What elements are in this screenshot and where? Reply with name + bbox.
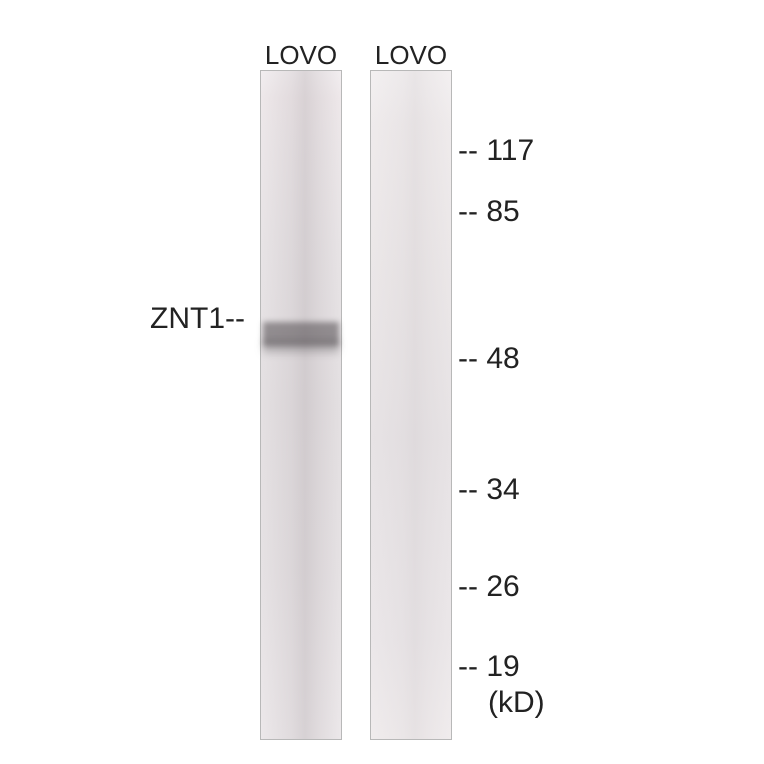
lane-smear [371, 71, 451, 739]
mw-marker: -- 48 [458, 342, 520, 376]
mw-marker: -- 117 [458, 134, 534, 168]
protein-band [263, 339, 339, 353]
mw-marker: -- 85 [458, 195, 520, 229]
lane2-header: LOVO [370, 40, 452, 71]
mw-marker: -- 26 [458, 570, 520, 604]
lane-1 [260, 70, 342, 740]
lane-2 [370, 70, 452, 740]
protein-band-label: ZNT1-- [150, 302, 245, 336]
mw-marker: -- 19 [458, 650, 520, 684]
mw-marker: -- 34 [458, 473, 520, 507]
unit-label: (kD) [488, 686, 545, 720]
lane1-header: LOVO [260, 40, 342, 71]
lane-smear [261, 71, 341, 739]
